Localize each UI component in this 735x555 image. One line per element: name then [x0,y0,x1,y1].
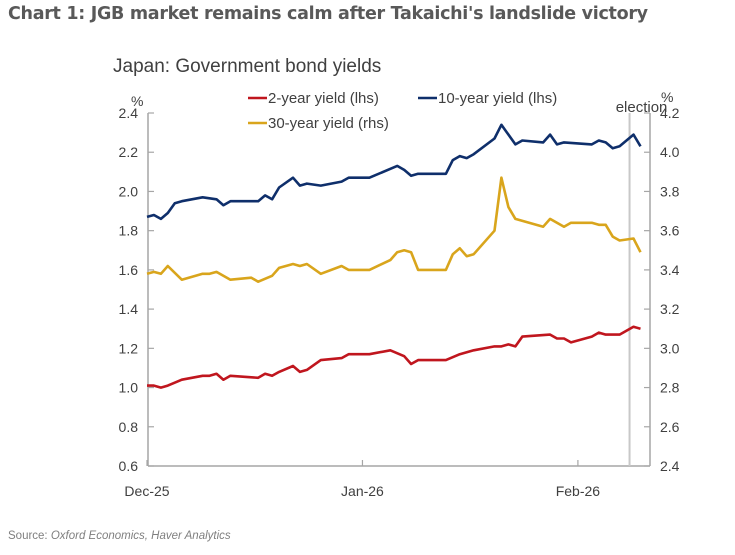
x-tick-label: Jan-26 [341,483,384,499]
chart-title: Japan: Government bond yields [113,56,381,77]
right-tick-label: 2.8 [660,380,680,396]
x-tick-label: Dec-25 [124,483,169,499]
right-tick-label: 3.2 [660,301,680,317]
election-label: election [616,99,668,116]
left-tick-label: 1.6 [119,262,139,278]
left-tick-label: 1.4 [119,301,139,317]
source-text: Oxford Economics, Haver Analytics [50,530,231,542]
right-tick-label: 4.2 [660,105,680,121]
left-tick-label: 1.0 [119,380,139,396]
source-note: Source: Oxford Economics, Haver Analytic… [8,530,231,542]
right-tick-label: 2.4 [660,458,680,474]
right-tick-label: 3.0 [660,340,680,356]
right-tick-label: 3.4 [660,262,680,278]
left-tick-label: 2.4 [119,105,139,121]
x-tick-label: Feb-26 [556,483,601,499]
series-line-2y [147,325,641,389]
right-tick-label: 2.6 [660,419,680,435]
left-tick-label: 0.6 [119,458,139,474]
source-label: Source: [8,530,48,542]
left-tick-label: 2.0 [119,183,139,199]
right-axis-unit: % [661,89,673,105]
legend-label: 10-year yield (lhs) [438,90,557,107]
series-line-30y [146,176,642,284]
series-line-10y [146,123,642,221]
left-tick-label: 2.2 [119,144,139,160]
left-axis-unit: % [131,93,143,109]
legend-label: 30-year yield (rhs) [268,115,389,132]
left-tick-label: 1.2 [119,340,139,356]
left-tick-label: 1.8 [119,223,139,239]
left-tick-label: 0.8 [119,419,139,435]
right-tick-label: 4.0 [660,144,680,160]
right-tick-label: 3.6 [660,223,680,239]
right-tick-label: 3.8 [660,183,680,199]
legend-label: 2-year yield (lhs) [268,90,379,107]
headline: Chart 1: JGB market remains calm after T… [8,4,648,24]
